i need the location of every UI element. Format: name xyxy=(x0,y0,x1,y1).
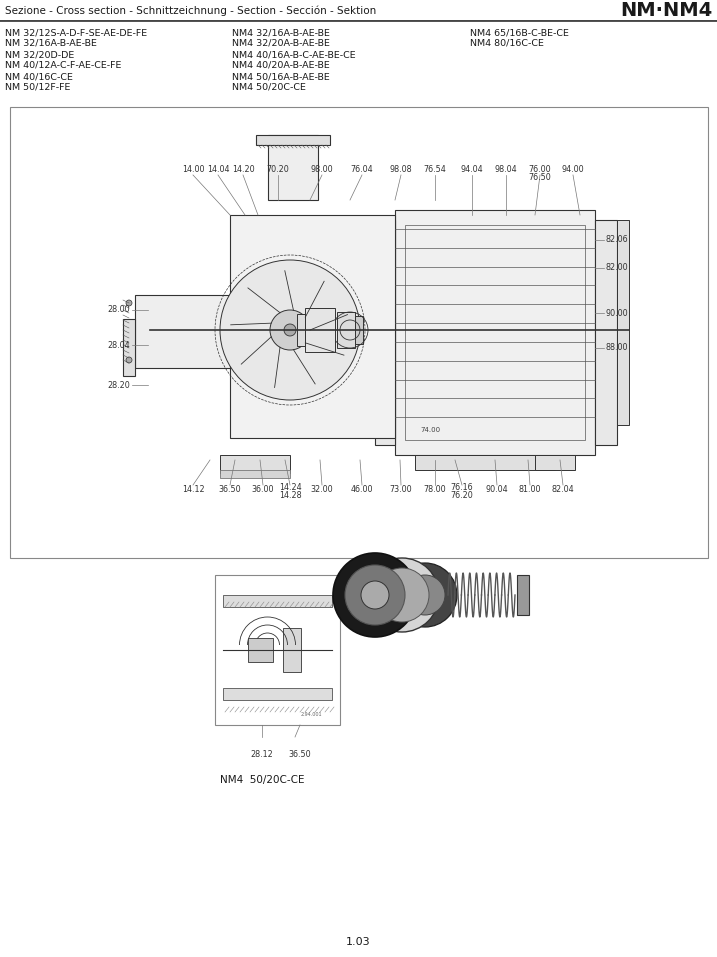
Bar xyxy=(123,319,135,376)
Bar xyxy=(135,295,230,368)
Text: 36.50: 36.50 xyxy=(289,750,311,759)
Bar xyxy=(223,688,332,700)
Text: NM4 50/16A-B-AE-BE: NM4 50/16A-B-AE-BE xyxy=(232,72,330,81)
Text: 90.04: 90.04 xyxy=(485,485,508,495)
Text: 74.00: 74.00 xyxy=(420,427,440,433)
Text: 14.20: 14.20 xyxy=(232,166,255,174)
Text: 98.08: 98.08 xyxy=(389,166,412,174)
Text: NM4 65/16B-C-BE-CE: NM4 65/16B-C-BE-CE xyxy=(470,28,569,37)
Bar xyxy=(305,308,335,352)
Bar xyxy=(220,470,290,478)
Bar xyxy=(375,220,395,445)
Text: 28.12: 28.12 xyxy=(251,750,273,759)
Text: 90.00: 90.00 xyxy=(606,308,629,318)
Text: 46.00: 46.00 xyxy=(351,485,374,495)
Text: 76.16: 76.16 xyxy=(451,482,473,492)
Text: 76.00: 76.00 xyxy=(528,166,551,174)
Text: 1.03: 1.03 xyxy=(346,937,370,947)
Text: NM 40/16C-CE: NM 40/16C-CE xyxy=(5,72,73,81)
Bar xyxy=(230,215,395,438)
Bar xyxy=(395,210,595,455)
Bar xyxy=(223,595,332,607)
Text: 14.00: 14.00 xyxy=(181,166,204,174)
Bar xyxy=(215,575,340,725)
Circle shape xyxy=(126,357,132,363)
Bar xyxy=(10,107,708,558)
Text: 36.00: 36.00 xyxy=(252,485,274,495)
Text: 94.00: 94.00 xyxy=(561,166,584,174)
Text: NM4 40/20A-B-AE-BE: NM4 40/20A-B-AE-BE xyxy=(232,61,330,70)
Bar xyxy=(337,312,355,348)
Bar xyxy=(220,455,290,473)
Text: 94.04: 94.04 xyxy=(461,166,483,174)
Text: 88.00: 88.00 xyxy=(606,344,629,352)
Text: NM 50/12F-FE: NM 50/12F-FE xyxy=(5,83,70,92)
Bar xyxy=(517,575,529,615)
Bar xyxy=(297,314,305,346)
Text: 76.54: 76.54 xyxy=(424,166,447,174)
Text: NM·NM4: NM·NM4 xyxy=(619,2,712,20)
Text: NM 40/12A-C-F-AE-CE-FE: NM 40/12A-C-F-AE-CE-FE xyxy=(5,61,121,70)
Text: 76.50: 76.50 xyxy=(528,173,551,183)
Circle shape xyxy=(270,310,310,350)
Circle shape xyxy=(375,568,429,622)
Circle shape xyxy=(333,553,417,637)
Circle shape xyxy=(365,558,439,632)
Circle shape xyxy=(393,563,457,627)
Text: 82.00: 82.00 xyxy=(606,263,629,273)
Text: 28.00: 28.00 xyxy=(108,305,130,315)
Text: NM 32/20D-DE: NM 32/20D-DE xyxy=(5,50,75,59)
Circle shape xyxy=(284,324,296,336)
Bar xyxy=(247,638,272,662)
Text: NM4 32/16A-B-AE-BE: NM4 32/16A-B-AE-BE xyxy=(232,28,330,37)
Text: 98.00: 98.00 xyxy=(310,166,333,174)
Text: 73.00: 73.00 xyxy=(389,485,412,495)
Text: NM4 80/16C-CE: NM4 80/16C-CE xyxy=(470,39,544,48)
Text: 82.06: 82.06 xyxy=(606,235,629,244)
Text: 2.94.001: 2.94.001 xyxy=(300,712,322,717)
Circle shape xyxy=(405,575,445,615)
Bar xyxy=(405,225,585,440)
Circle shape xyxy=(220,260,360,400)
Bar xyxy=(335,240,375,420)
Circle shape xyxy=(126,300,132,306)
Text: NM4  50/20C-CE: NM4 50/20C-CE xyxy=(220,775,305,785)
Circle shape xyxy=(361,581,389,609)
Bar xyxy=(617,220,629,425)
Text: 28.20: 28.20 xyxy=(108,381,130,389)
Text: 14.12: 14.12 xyxy=(181,485,204,495)
Text: 76.04: 76.04 xyxy=(351,166,374,174)
Text: NM4 32/20A-B-AE-BE: NM4 32/20A-B-AE-BE xyxy=(232,39,330,48)
Circle shape xyxy=(345,565,405,625)
Text: NM 32/16A-B-AE-BE: NM 32/16A-B-AE-BE xyxy=(5,39,97,48)
Text: 82.04: 82.04 xyxy=(551,485,574,495)
Text: 14.24: 14.24 xyxy=(279,482,301,492)
Text: 28.04: 28.04 xyxy=(108,341,130,349)
Text: 14.28: 14.28 xyxy=(279,491,301,500)
Text: 98.04: 98.04 xyxy=(495,166,517,174)
Text: 76.20: 76.20 xyxy=(450,491,473,500)
Bar xyxy=(535,455,575,470)
Text: 36.50: 36.50 xyxy=(219,485,242,495)
Text: NM4 40/16A-B-C-AE-BE-CE: NM4 40/16A-B-C-AE-BE-CE xyxy=(232,50,356,59)
Text: 32.00: 32.00 xyxy=(310,485,333,495)
Bar xyxy=(355,316,363,344)
Bar xyxy=(595,220,617,445)
Bar xyxy=(256,135,330,145)
Bar xyxy=(268,135,318,200)
Bar xyxy=(415,455,555,470)
Text: NM 32/12S-A-D-F-SE-AE-DE-FE: NM 32/12S-A-D-F-SE-AE-DE-FE xyxy=(5,28,147,37)
Text: NM4 50/20C-CE: NM4 50/20C-CE xyxy=(232,83,306,92)
Text: 81.00: 81.00 xyxy=(519,485,541,495)
Bar xyxy=(282,628,300,672)
Text: 14.04: 14.04 xyxy=(206,166,229,174)
Text: 78.00: 78.00 xyxy=(424,485,446,495)
Text: 70.20: 70.20 xyxy=(267,166,290,174)
Text: Sezione - Cross section - Schnittzeichnung - Section - Sección - Sektion: Sezione - Cross section - Schnittzeichnu… xyxy=(5,6,376,16)
